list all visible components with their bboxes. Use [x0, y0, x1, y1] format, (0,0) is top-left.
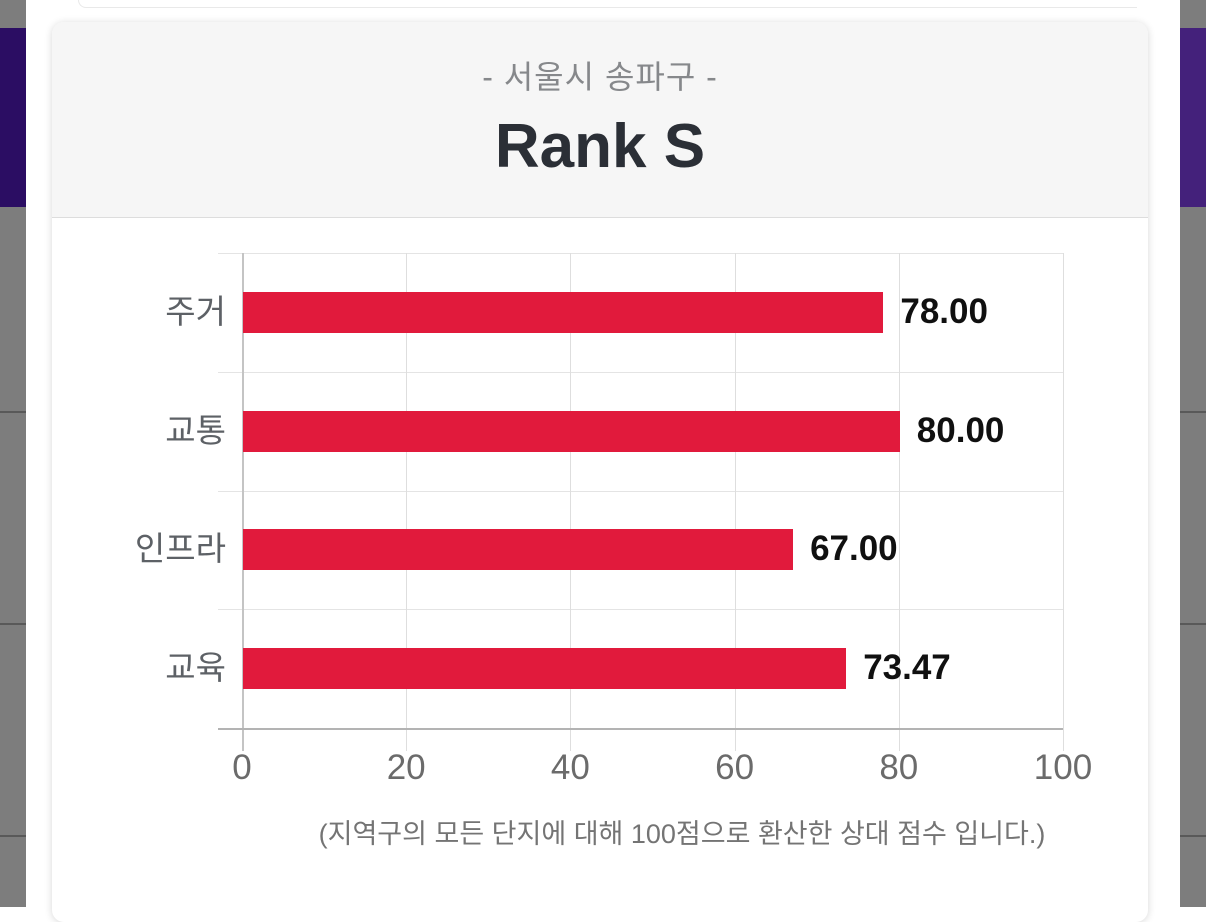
background-gray-block: [0, 0, 26, 28]
background-upper-card-edge: [78, 0, 1137, 8]
rank-summary-card: - 서울시 송파구 - Rank S: [52, 22, 1148, 922]
rank-title: Rank S: [494, 112, 706, 181]
background-row-divider: [0, 835, 26, 837]
region-subtitle: - 서울시 송파구 -: [482, 59, 718, 95]
background-gray-block: [1180, 0, 1206, 28]
background-row-divider: [1180, 835, 1206, 837]
background-table-strip-left: [0, 0, 26, 907]
background-row-divider: [0, 411, 26, 413]
background-table-strip-right: [1180, 0, 1206, 907]
rank-card-header: - 서울시 송파구 - Rank S: [52, 22, 1148, 218]
background-purple-header-block: [1180, 28, 1206, 207]
background-row-divider: [1180, 411, 1206, 413]
background-purple-header-block: [0, 28, 26, 207]
background-row-divider: [0, 623, 26, 625]
background-row-divider: [1180, 623, 1206, 625]
